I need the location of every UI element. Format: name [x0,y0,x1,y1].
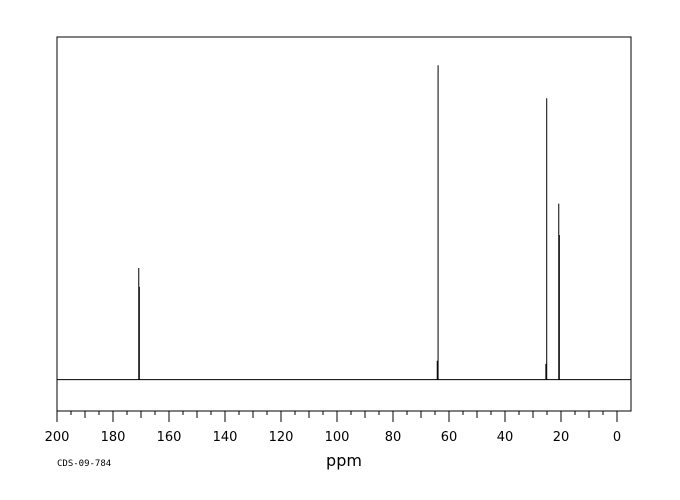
x-axis-label: ppm [326,451,362,470]
x-tick-label: 100 [325,430,350,445]
x-tick-label: 20 [553,430,570,445]
x-tick-label: 160 [157,430,182,445]
plot-frame [56,36,632,412]
spectrum-code: CDS-09-784 [57,459,111,469]
x-tick-label: 60 [441,430,458,445]
x-tick-label: 0 [613,430,621,445]
x-tick-label: 120 [269,430,294,445]
x-tick-label: 180 [101,430,126,445]
x-tick-label: 200 [45,430,70,445]
x-tick-label: 40 [497,430,514,445]
x-tick-label: 80 [385,430,402,445]
x-tick-label: 140 [213,430,238,445]
